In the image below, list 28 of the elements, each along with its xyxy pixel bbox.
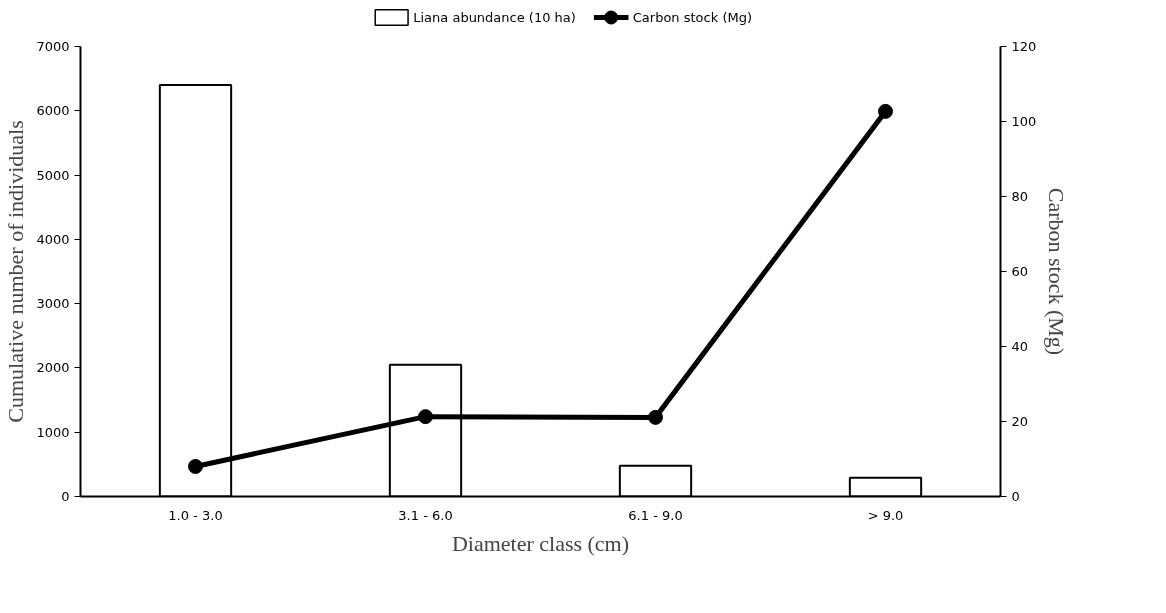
x-tick-label: 6.1 - 9.0 <box>628 507 683 523</box>
y2-axis-title: Carbon stock (Mg) <box>1044 187 1070 356</box>
y2-tick-label: 60 <box>1011 264 1029 279</box>
y-tick-label: 1000 <box>36 424 70 440</box>
y2-tick-label: 120 <box>1011 39 1037 54</box>
legend-label: Carbon stock (Mg) <box>632 10 752 25</box>
y2-tick-label: 80 <box>1011 189 1029 204</box>
y-tick-label: 3000 <box>36 296 70 312</box>
y2-tick-label: 20 <box>1011 414 1029 429</box>
y-tick-label: 4000 <box>36 231 70 247</box>
y-tick-label: 2000 <box>36 360 70 376</box>
x-tick-label: 3.1 - 6.0 <box>398 507 453 523</box>
point <box>188 459 203 474</box>
y2-tick-label: 40 <box>1011 339 1029 354</box>
y2-tick-label: 0 <box>1011 489 1020 504</box>
y-axis-title: Cumulative number of individuals <box>3 120 29 423</box>
point <box>878 103 893 119</box>
point <box>648 409 663 425</box>
x-axis-title: Diameter class (cm) <box>451 530 630 556</box>
x-tick-label: 1.0 - 3.0 <box>168 507 223 523</box>
y2-tick-label: 100 <box>1011 114 1037 129</box>
y-tick-label: 6000 <box>36 103 70 119</box>
y-tick-label: 0 <box>61 489 70 504</box>
y-tick-label: 5000 <box>36 167 70 183</box>
x-tick-label: > 9.0 <box>867 507 904 523</box>
y-tick-label: 7000 <box>36 39 70 54</box>
legend-label: Liana abundance (10 ha) <box>413 10 576 25</box>
point <box>418 409 433 425</box>
